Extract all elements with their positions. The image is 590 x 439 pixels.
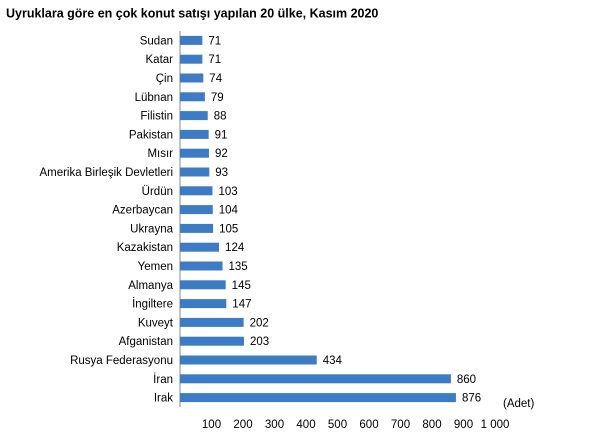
bar [180,54,203,64]
y-tick-label: Katar [146,54,174,66]
value-label: 104 [219,205,239,217]
y-tick-label: Filistin [140,111,173,123]
value-label: 434 [323,355,343,367]
x-tick-label: 300 [265,419,284,431]
bar [180,129,209,139]
y-tick-label: Almanya [128,280,173,292]
bar [180,242,220,252]
y-tick-label: Rusya Federasyonu [70,355,173,367]
chart-title: Uyruklara göre en çok konut satışı yapıl… [6,6,378,20]
bar [180,186,213,196]
y-tick-label: İngiltere [132,298,173,311]
y-tick-label: Çin [156,73,173,85]
value-label: 92 [215,148,228,160]
value-label: 91 [215,129,228,141]
x-tick-label: 600 [359,419,378,431]
bar [180,317,244,327]
bar [180,355,317,365]
y-tick-label: Sudan [140,35,173,47]
value-label: 147 [232,299,251,311]
bar [180,280,226,290]
y-tick-label: Afganistan [119,336,173,348]
value-label: 876 [462,393,481,405]
value-label: 124 [225,242,245,254]
bar [180,148,209,158]
x-axis-label: (Adet) [503,398,534,410]
y-tick-label: Ürdün [142,186,173,198]
bar [180,261,223,271]
value-label: 202 [250,317,269,329]
bar [180,223,214,233]
y-tick-label: Amerika Birleşik Devletleri [39,167,173,179]
value-label: 203 [250,336,269,348]
bar [180,111,208,121]
bar [180,73,204,83]
value-label: 88 [214,111,227,123]
x-tick-label: 1 000 [481,419,510,431]
value-label: 79 [211,92,224,104]
bar [180,336,244,346]
value-label: 74 [209,73,222,85]
y-tick-label: Lübnan [135,92,173,104]
y-tick-label: Azerbaycan [112,205,173,217]
bar [180,393,456,403]
x-tick-label: 100 [202,419,221,431]
x-tick-label: 400 [296,419,315,431]
bar [180,205,213,215]
value-label: 71 [208,54,221,66]
bar [180,92,205,102]
value-label: 145 [232,280,251,292]
bar [180,299,227,309]
value-label: 135 [229,261,248,273]
x-tick-label: 700 [391,419,410,431]
y-tick-label: Kazakistan [117,242,173,254]
value-label: 105 [219,223,238,235]
value-label: 860 [457,374,476,386]
y-tick-label: Irak [154,393,173,405]
y-tick-label: Ukrayna [130,223,173,235]
y-tick-label: Pakistan [129,129,173,141]
y-tick-label: Mısır [147,148,173,160]
y-tick-label: Yemen [138,261,173,273]
bar [180,374,451,384]
bar [180,35,203,45]
x-tick-label: 800 [422,419,441,431]
x-tick-label: 200 [233,419,252,431]
x-tick-label: 500 [328,419,347,431]
y-tick-label: İran [153,373,173,386]
x-tick-label: 900 [454,419,473,431]
y-tick-label: Kuveyt [138,317,174,329]
value-label: 71 [208,35,221,47]
value-label: 93 [215,167,228,179]
value-label: 103 [218,186,237,198]
bar [180,167,210,177]
